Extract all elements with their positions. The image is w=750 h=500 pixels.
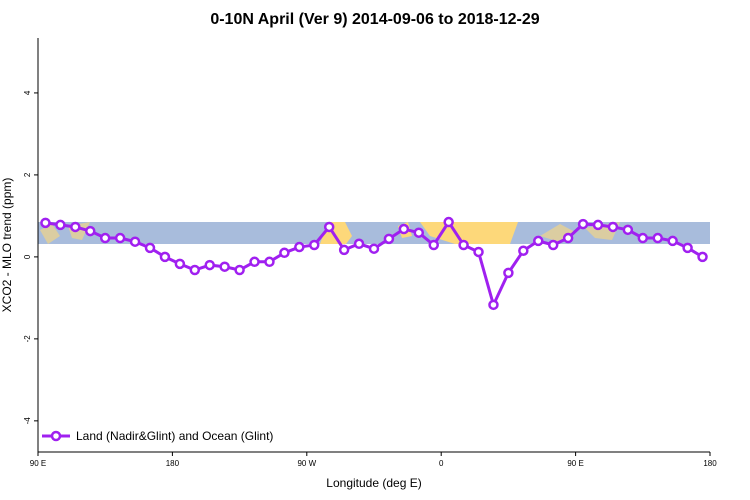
data-point	[249, 256, 260, 268]
data-point	[294, 241, 305, 253]
data-point	[413, 227, 425, 238]
y-tick-label: -4	[23, 417, 32, 425]
x-tick-label: 0	[439, 459, 444, 468]
x-tick-label: 90 E	[567, 459, 583, 468]
data-point	[383, 233, 395, 245]
data-point	[518, 245, 529, 256]
data-point	[279, 247, 290, 259]
x-tick-label: 180	[166, 459, 180, 468]
data-point	[622, 224, 634, 236]
data-point	[40, 217, 51, 229]
data-point	[70, 221, 81, 233]
data-point	[488, 299, 499, 311]
y-tick-label: 2	[23, 172, 32, 177]
data-point	[204, 259, 215, 271]
data-point	[55, 219, 66, 231]
data-point	[264, 256, 275, 268]
data-point	[652, 232, 663, 244]
data-point	[503, 267, 514, 279]
data-point	[458, 239, 469, 251]
data-point	[428, 239, 439, 251]
data-point	[592, 219, 604, 231]
data-point	[577, 218, 589, 230]
data-point	[473, 246, 484, 258]
data-point	[309, 239, 320, 251]
data-point	[547, 239, 559, 251]
data-point	[398, 223, 410, 235]
data-point	[368, 243, 380, 254]
data-point	[159, 251, 171, 263]
data-point	[219, 261, 230, 272]
data-point	[144, 242, 156, 254]
chart-title: 0-10N April (Ver 9) 2014-09-06 to 2018-1…	[210, 11, 539, 28]
x-tick-label: 90 E	[30, 459, 46, 468]
y-tick-label: -2	[23, 335, 32, 343]
data-point	[637, 232, 649, 244]
x-tick-label: 90 W	[297, 459, 316, 468]
data-point	[697, 251, 708, 263]
data-point	[129, 236, 141, 247]
data-point	[174, 258, 186, 270]
x-axis-label: Longitude (deg E)	[326, 476, 421, 490]
y-tick-label: 4	[23, 90, 32, 95]
data-point	[682, 242, 693, 254]
data-point	[338, 244, 350, 256]
y-axis-label: XCO2 - MLO trend (ppm)	[0, 178, 14, 313]
data-point	[353, 238, 365, 250]
x-tick-label: 180	[703, 459, 717, 468]
legend-label: Land (Nadir&Glint) and Ocean (Glint)	[76, 429, 273, 443]
data-point	[114, 232, 126, 244]
y-tick-label: 0	[23, 254, 32, 259]
data-point	[443, 216, 454, 228]
data-point	[607, 221, 619, 233]
data-point	[234, 264, 245, 276]
data-point	[562, 232, 574, 244]
data-point	[85, 225, 96, 237]
data-point	[323, 221, 335, 233]
data-point	[533, 235, 544, 247]
data-point	[189, 264, 201, 276]
data-point	[667, 235, 678, 247]
data-point	[99, 232, 111, 244]
legend-marker	[50, 430, 62, 442]
legend: Land (Nadir&Glint) and Ocean (Glint)	[42, 429, 273, 443]
